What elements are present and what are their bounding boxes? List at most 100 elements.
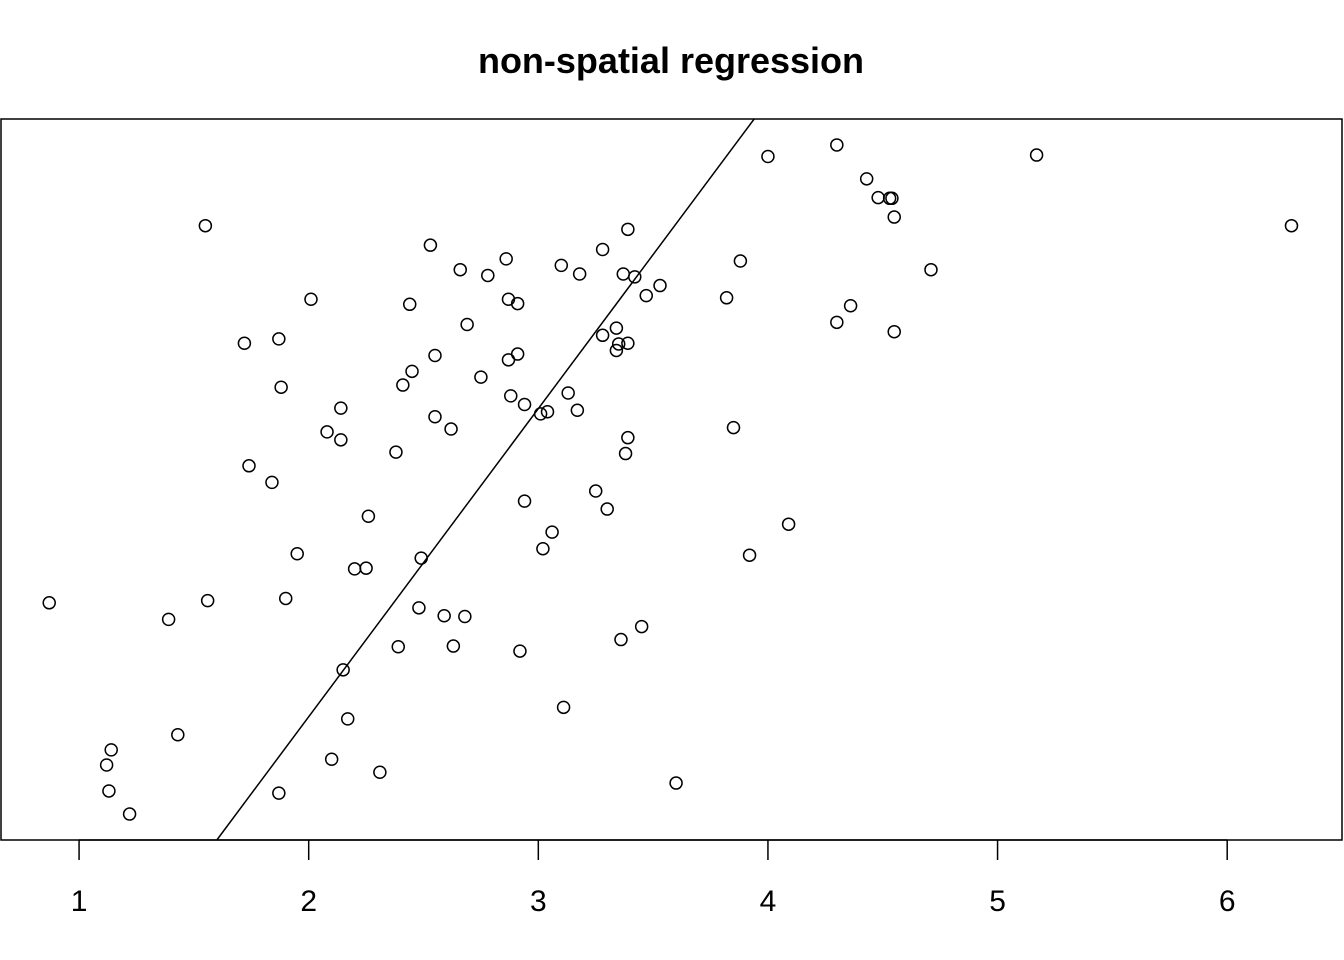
data-point	[1284, 218, 1299, 233]
data-point	[504, 389, 518, 403]
data-point	[99, 758, 114, 772]
data-point	[340, 712, 355, 726]
data-point	[634, 619, 649, 634]
data-point	[600, 502, 614, 516]
data-point	[460, 317, 474, 332]
data-point	[887, 324, 901, 339]
data-point	[614, 632, 628, 647]
data-point	[102, 784, 116, 798]
data-point	[437, 609, 451, 623]
data-point	[1029, 148, 1044, 162]
data-point	[200, 593, 215, 608]
data-point	[278, 591, 293, 606]
data-point	[595, 242, 610, 257]
data-point	[42, 596, 56, 610]
data-point	[653, 278, 667, 293]
data-point	[161, 612, 176, 627]
data-point	[171, 727, 185, 742]
data-point	[517, 494, 532, 508]
data-point	[324, 752, 339, 766]
data-point	[414, 551, 428, 565]
data-point	[444, 422, 458, 436]
x-axis: 1 2 3 4 5 6	[71, 839, 1236, 918]
data-point	[611, 337, 626, 351]
data-point	[412, 601, 426, 615]
data-point	[104, 743, 118, 757]
data-point	[533, 407, 548, 421]
data-point	[726, 420, 741, 435]
data-point	[501, 353, 516, 367]
data-point	[336, 663, 350, 677]
data-point	[272, 786, 286, 800]
data-point	[588, 484, 603, 498]
data-point	[499, 252, 513, 266]
x-tick-label: 4	[760, 885, 777, 918]
data-point	[830, 315, 844, 330]
data-point	[719, 291, 734, 305]
data-point	[609, 321, 624, 335]
data-point	[474, 370, 488, 384]
regression-line	[216, 118, 755, 841]
data-point	[405, 364, 419, 379]
data-point	[554, 258, 569, 273]
data-point	[616, 267, 631, 281]
data-point	[265, 475, 279, 490]
x-tick-label: 5	[989, 885, 1006, 918]
data-point	[510, 296, 525, 311]
data-point	[609, 343, 624, 358]
data-point	[237, 336, 252, 350]
data-point	[481, 268, 495, 283]
data-point	[871, 190, 885, 205]
data-point	[545, 525, 559, 539]
data-point	[628, 270, 642, 284]
data-point	[595, 328, 610, 343]
data-point	[320, 425, 334, 439]
chart-title: non-spatial regression	[478, 40, 864, 81]
data-point	[428, 410, 442, 424]
data-point	[347, 562, 362, 576]
data-point	[540, 404, 555, 419]
data-point	[572, 267, 587, 281]
data-point	[517, 397, 532, 412]
data-point	[618, 446, 633, 461]
data-point	[453, 262, 467, 277]
data-point	[669, 776, 683, 790]
data-point	[859, 172, 874, 186]
data-point	[389, 445, 403, 459]
data-point	[373, 765, 387, 779]
data-point	[561, 386, 575, 400]
data-point	[274, 380, 288, 394]
x-tick-label: 2	[300, 885, 317, 918]
data-point	[446, 639, 461, 653]
data-point	[510, 347, 525, 361]
data-point	[639, 288, 653, 303]
data-point	[359, 561, 373, 575]
data-point	[621, 430, 635, 445]
data-point	[885, 191, 899, 206]
data-point	[272, 332, 286, 346]
data-point	[742, 548, 757, 562]
data-point	[334, 433, 348, 447]
x-tick-label: 1	[71, 885, 88, 918]
data-point	[621, 336, 635, 350]
data-point	[458, 609, 472, 624]
data-point	[830, 138, 844, 152]
points-layer	[42, 138, 1299, 821]
data-point	[242, 459, 256, 473]
data-point	[924, 262, 938, 277]
data-point	[536, 541, 550, 556]
data-point	[423, 238, 438, 252]
data-point	[402, 297, 417, 312]
data-point	[843, 298, 858, 313]
regression-layer	[216, 118, 755, 841]
data-point	[556, 700, 571, 715]
data-point	[761, 149, 775, 164]
data-point	[334, 401, 348, 415]
data-point	[290, 547, 304, 561]
data-point	[513, 644, 527, 658]
data-point	[887, 210, 901, 224]
data-point	[570, 403, 585, 418]
data-point	[781, 517, 796, 531]
data-point	[361, 509, 376, 524]
